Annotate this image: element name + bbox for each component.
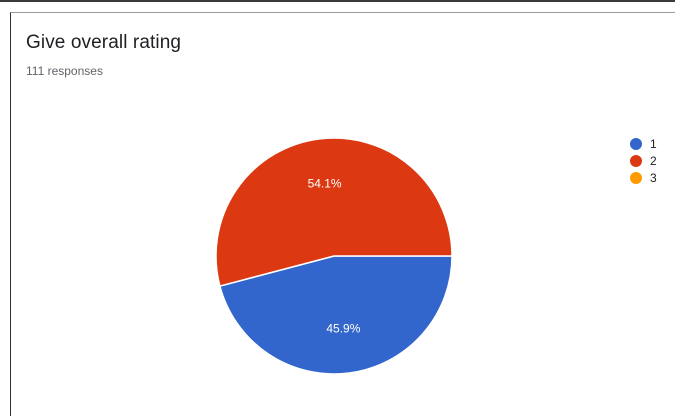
slice-label-1: 45.9% bbox=[326, 322, 360, 336]
top-divider bbox=[0, 0, 675, 2]
question-title: Give overall rating bbox=[26, 32, 182, 53]
pie-slice-1[interactable] bbox=[218, 255, 453, 375]
legend-swatch-3 bbox=[630, 172, 642, 184]
chart-legend: 1 2 3 bbox=[630, 137, 657, 185]
legend-label-2: 2 bbox=[650, 154, 657, 168]
pie-slices bbox=[215, 137, 453, 375]
response-count: 111 responses bbox=[26, 64, 103, 78]
slice-label-2: 54.1% bbox=[308, 176, 342, 190]
legend-label-3: 3 bbox=[650, 171, 657, 185]
legend-swatch-2 bbox=[630, 155, 642, 167]
pie-slice-2[interactable] bbox=[215, 137, 453, 287]
legend-label-1: 1 bbox=[650, 137, 657, 151]
legend-swatch-1 bbox=[630, 138, 642, 150]
pie-slice-labels: 45.9% 54.1% bbox=[308, 176, 361, 335]
